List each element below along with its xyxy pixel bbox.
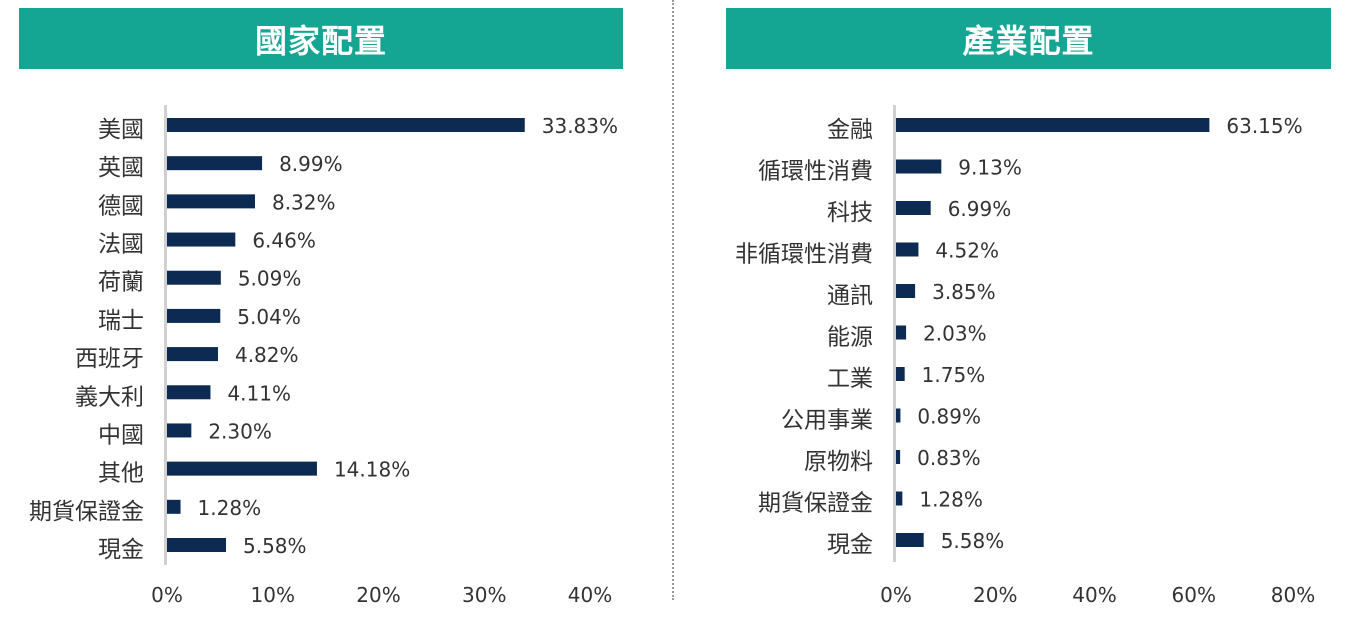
sector-bar xyxy=(896,201,931,215)
country-value-label: 1.28% xyxy=(198,496,262,520)
country-category-label: 德國 xyxy=(98,193,144,219)
country-value-label: 4.11% xyxy=(227,381,291,405)
country-bar xyxy=(167,499,181,514)
sector-bar xyxy=(896,533,924,547)
country-value-label: 5.58% xyxy=(243,534,307,558)
country-bar xyxy=(167,461,317,476)
sector-bar xyxy=(896,159,942,174)
sector-category-label: 原物料 xyxy=(804,449,873,475)
sector-x-tick-label: 20% xyxy=(973,583,1017,607)
sector-value-label: 0.89% xyxy=(917,405,981,429)
country-bar xyxy=(167,538,227,552)
country-bar xyxy=(167,270,221,285)
sector-category-label: 現金 xyxy=(827,532,873,558)
country-category-label: 瑞士 xyxy=(98,308,144,334)
sector-category-label: 循環性消費 xyxy=(758,159,873,185)
sector-category-label: 非循環性消費 xyxy=(735,242,873,268)
sector-bar xyxy=(896,118,1210,132)
country-value-label: 4.82% xyxy=(235,343,299,367)
country-x-tick-label: 30% xyxy=(462,583,506,607)
sector-bar xyxy=(896,325,907,340)
country-bar xyxy=(167,308,221,323)
sector-allocation-title: 產業配置 xyxy=(726,8,1331,69)
country-x-tick-label: 20% xyxy=(356,583,400,607)
sector-category-label: 科技 xyxy=(827,200,873,226)
sector-bar xyxy=(896,491,903,506)
sector-bar xyxy=(896,450,901,464)
country-category-label: 英國 xyxy=(98,155,144,181)
sector-bar xyxy=(896,367,905,381)
sector-value-label: 0.83% xyxy=(917,446,981,470)
sector-x-tick-label: 60% xyxy=(1172,583,1216,607)
sector-value-label: 4.52% xyxy=(935,239,999,263)
country-value-label: 2.30% xyxy=(208,419,272,443)
sector-value-label: 6.99% xyxy=(948,197,1012,221)
sector-value-label: 1.75% xyxy=(922,363,986,387)
country-bar xyxy=(167,385,211,400)
sector-value-label: 3.85% xyxy=(932,280,996,304)
country-category-label: 美國 xyxy=(98,117,144,143)
sector-x-tick-label: 40% xyxy=(1072,583,1116,607)
sector-allocation-chart: 金融 63.15% 循環性消費 9.13% 科技 6.99% 非循環性消費 4.52% 通訊 3.… xyxy=(735,105,1315,607)
sector-bar xyxy=(896,408,901,423)
country-bar xyxy=(167,118,525,132)
sector-x-tick-label: 0% xyxy=(880,583,912,607)
sector-allocation-panel: 產業配置 金融 63.15% 循環性消費 9.13% 科技 6.99% 非循環性消費 4.52… xyxy=(673,0,1345,628)
sector-value-label: 5.58% xyxy=(941,529,1005,553)
sector-value-label: 63.15% xyxy=(1226,114,1302,138)
sector-category-label: 期貨保證金 xyxy=(758,491,873,517)
country-x-tick-label: 40% xyxy=(568,583,612,607)
country-category-label: 義大利 xyxy=(75,384,144,410)
country-category-label: 中國 xyxy=(98,422,144,448)
country-x-tick-label: 10% xyxy=(251,583,295,607)
sector-bar xyxy=(896,242,919,257)
country-value-label: 14.18% xyxy=(334,458,410,482)
sector-bar xyxy=(896,284,916,298)
country-bar xyxy=(167,423,192,438)
country-category-label: 西班牙 xyxy=(75,346,144,372)
country-bar xyxy=(167,194,255,209)
sector-value-label: 9.13% xyxy=(958,156,1022,180)
sector-category-label: 金融 xyxy=(827,117,873,143)
country-allocation-title: 國家配置 xyxy=(19,8,623,69)
sector-category-label: 工業 xyxy=(827,366,873,392)
sector-value-label: 1.28% xyxy=(919,488,983,512)
sector-category-label: 通訊 xyxy=(827,283,873,309)
sector-x-tick-label: 80% xyxy=(1271,583,1315,607)
country-bar xyxy=(167,156,263,171)
sector-category-label: 公用事業 xyxy=(781,408,873,434)
sector-value-label: 2.03% xyxy=(923,322,987,346)
country-category-label: 期貨保證金 xyxy=(29,499,144,525)
country-bar xyxy=(167,232,236,247)
country-category-label: 法國 xyxy=(98,232,144,258)
country-x-tick-label: 0% xyxy=(151,583,183,607)
country-category-label: 荷蘭 xyxy=(98,270,144,296)
sector-category-label: 能源 xyxy=(827,325,873,351)
country-value-label: 8.99% xyxy=(279,152,343,176)
panel-divider xyxy=(672,0,674,600)
country-allocation-panel: 國家配置 美國 33.83% 英國 8.99% 德國 8.32% 法國 6.46% 荷蘭 5.09… xyxy=(0,0,672,628)
country-value-label: 33.83% xyxy=(542,114,618,138)
country-value-label: 5.04% xyxy=(237,305,301,329)
country-bar xyxy=(167,347,218,362)
country-value-label: 5.09% xyxy=(238,267,302,291)
country-category-label: 現金 xyxy=(98,537,144,563)
country-category-label: 其他 xyxy=(98,461,144,487)
country-value-label: 6.46% xyxy=(252,229,316,253)
country-allocation-chart: 美國 33.83% 英國 8.99% 德國 8.32% 法國 6.46% 荷蘭 5.09% 瑞士 5.… xyxy=(29,105,618,607)
country-value-label: 8.32% xyxy=(272,190,336,214)
